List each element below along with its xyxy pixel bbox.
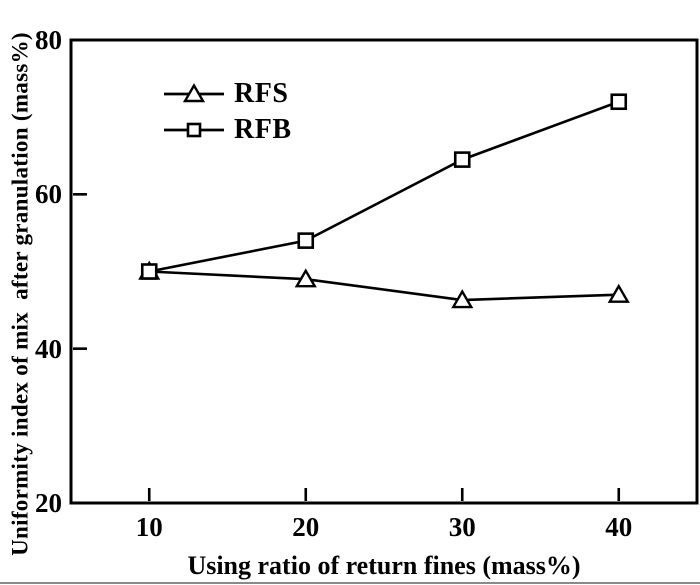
x-tick-label: 20 (292, 512, 320, 542)
plot-frame (69, 38, 699, 505)
y-tick-label: 20 (35, 488, 62, 518)
triangle-marker-icon (294, 268, 317, 288)
triangle-marker-icon (607, 283, 630, 303)
square-marker-icon (453, 151, 471, 168)
legend-item-rfb: RFB (163, 112, 292, 148)
legend-label-rfs: RFS (234, 78, 289, 109)
x-axis-title: Using ratio of return fines (mass%) (187, 551, 581, 580)
bottom-border-line (0, 582, 700, 584)
square-marker-icon (164, 122, 224, 138)
x-tick-label: 40 (605, 512, 633, 542)
square-marker-icon (140, 263, 158, 280)
y-tick-label: 60 (35, 179, 62, 210)
x-tick-label: 10 (135, 512, 163, 542)
legend-item-rfs: RFS (163, 76, 292, 112)
y-tick-label: 40 (35, 333, 62, 364)
triangle-marker-icon (451, 289, 474, 309)
legend-label-rfb: RFB (234, 114, 292, 145)
y-axis-title: Uniformity index of mix after granulatio… (7, 32, 33, 556)
triangle-marker-icon (164, 83, 224, 103)
series-line-rfb (148, 100, 620, 273)
legend: RFS RFB (163, 76, 292, 148)
x-tick-label: 30 (448, 512, 476, 542)
y-tick-label: 80 (35, 25, 62, 55)
series-line-rfs (149, 270, 619, 302)
square-marker-icon (610, 93, 628, 111)
square-marker-icon (297, 232, 315, 249)
